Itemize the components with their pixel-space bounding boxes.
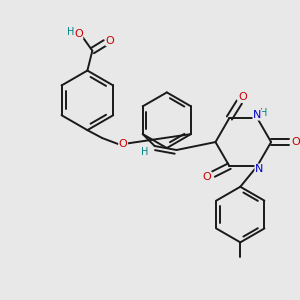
Text: O: O: [74, 29, 83, 39]
Text: O: O: [202, 172, 211, 182]
Text: O: O: [238, 92, 247, 102]
Text: H: H: [67, 27, 74, 37]
Text: H: H: [260, 108, 268, 118]
Text: N: N: [253, 110, 261, 120]
Text: N: N: [255, 164, 263, 174]
Text: H: H: [141, 147, 148, 157]
Text: O: O: [106, 36, 115, 46]
Text: O: O: [119, 139, 128, 149]
Text: O: O: [292, 137, 300, 147]
